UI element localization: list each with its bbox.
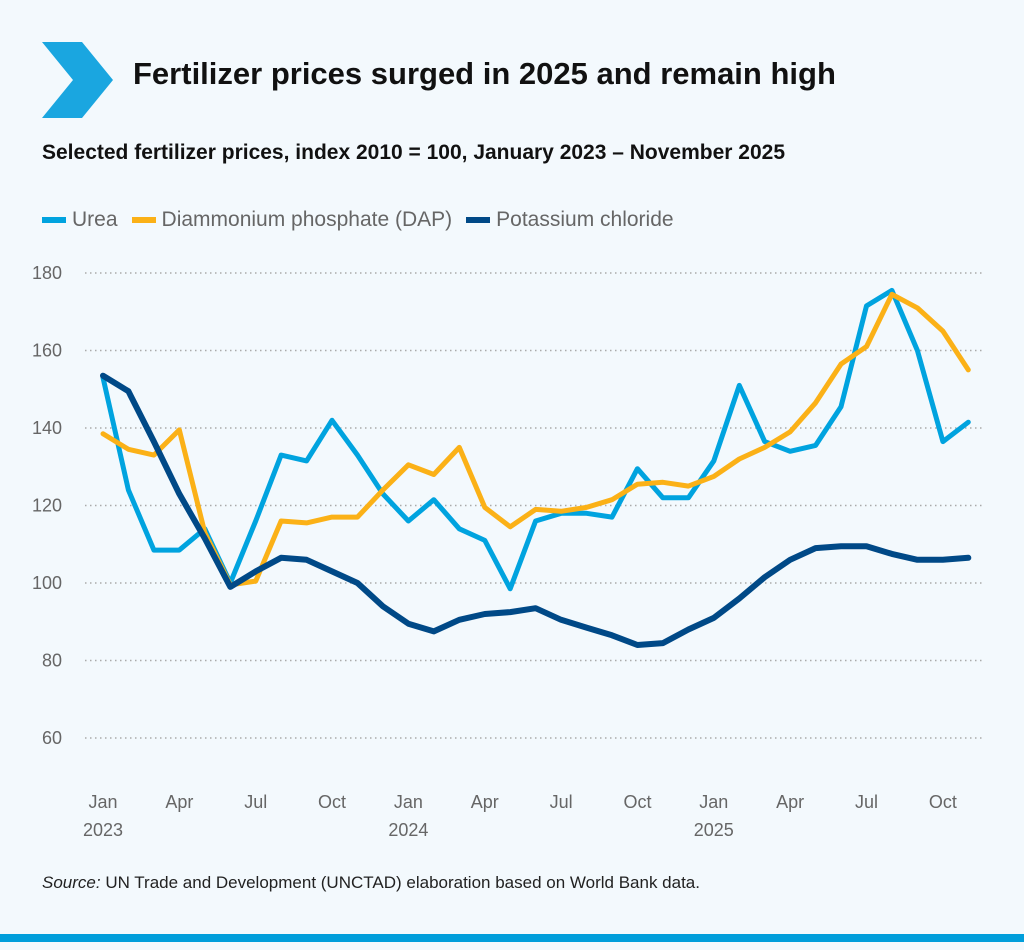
legend-item-potash: Potassium chloride	[466, 208, 674, 232]
legend-swatch	[131, 217, 156, 223]
x-tick-label: Jan	[88, 792, 117, 812]
source-text: UN Trade and Development (UNCTAD) elabor…	[100, 873, 700, 892]
legend-item-dap: Diammonium phosphate (DAP)	[131, 208, 453, 232]
x-tick-label: Apr	[776, 792, 804, 812]
source-label: Source:	[42, 873, 101, 892]
chart-title: Fertilizer prices surged in 2025 and rem…	[133, 56, 836, 91]
chevron-right-icon	[42, 42, 113, 118]
x-tick-label: Apr	[471, 792, 499, 812]
x-tick-label: Jul	[244, 792, 267, 812]
legend-swatch	[466, 217, 491, 223]
x-tick-label: Oct	[318, 792, 346, 812]
x-tick-label: Apr	[165, 792, 193, 812]
series-line-diammonium-phosphate-dap-	[100, 291, 971, 588]
legend-swatch	[42, 217, 66, 223]
y-tick-label: 120	[32, 496, 62, 516]
x-tick-label: Jul	[550, 792, 573, 812]
legend-label: Potassium chloride	[496, 208, 674, 231]
y-tick-label: 140	[32, 418, 62, 438]
y-tick-label: 160	[32, 341, 62, 361]
series-line-urea	[100, 287, 971, 592]
legend-label: Diammonium phosphate (DAP)	[161, 208, 453, 231]
source-note: Source: UN Trade and Development (UNCTAD…	[42, 873, 700, 893]
legend-item-urea: Urea	[42, 208, 118, 232]
x-year-label: 2024	[388, 820, 428, 840]
series-line-potassium-chloride	[100, 372, 972, 648]
x-tick-label: Jul	[855, 792, 878, 812]
y-tick-label: 60	[42, 728, 62, 748]
y-tick-label: 100	[32, 573, 62, 593]
x-tick-label: Jan	[699, 792, 728, 812]
x-year-label: 2023	[83, 820, 123, 840]
x-year-label: 2025	[694, 820, 734, 840]
bottom-accent-bar	[0, 934, 1024, 942]
legend-label: Urea	[72, 208, 118, 231]
x-tick-label: Oct	[623, 792, 651, 812]
legend: Urea Diammonium phosphate (DAP) Potassiu…	[42, 208, 674, 232]
x-tick-label: Oct	[929, 792, 957, 812]
y-tick-label: 80	[42, 651, 62, 671]
y-tick-label: 180	[32, 263, 62, 283]
x-tick-label: Jan	[394, 792, 423, 812]
chart-subtitle: Selected fertilizer prices, index 2010 =…	[42, 141, 786, 164]
